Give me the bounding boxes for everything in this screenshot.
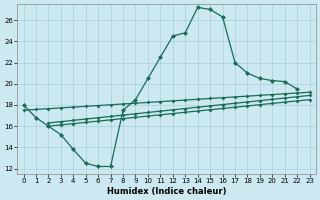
X-axis label: Humidex (Indice chaleur): Humidex (Indice chaleur) <box>107 187 226 196</box>
